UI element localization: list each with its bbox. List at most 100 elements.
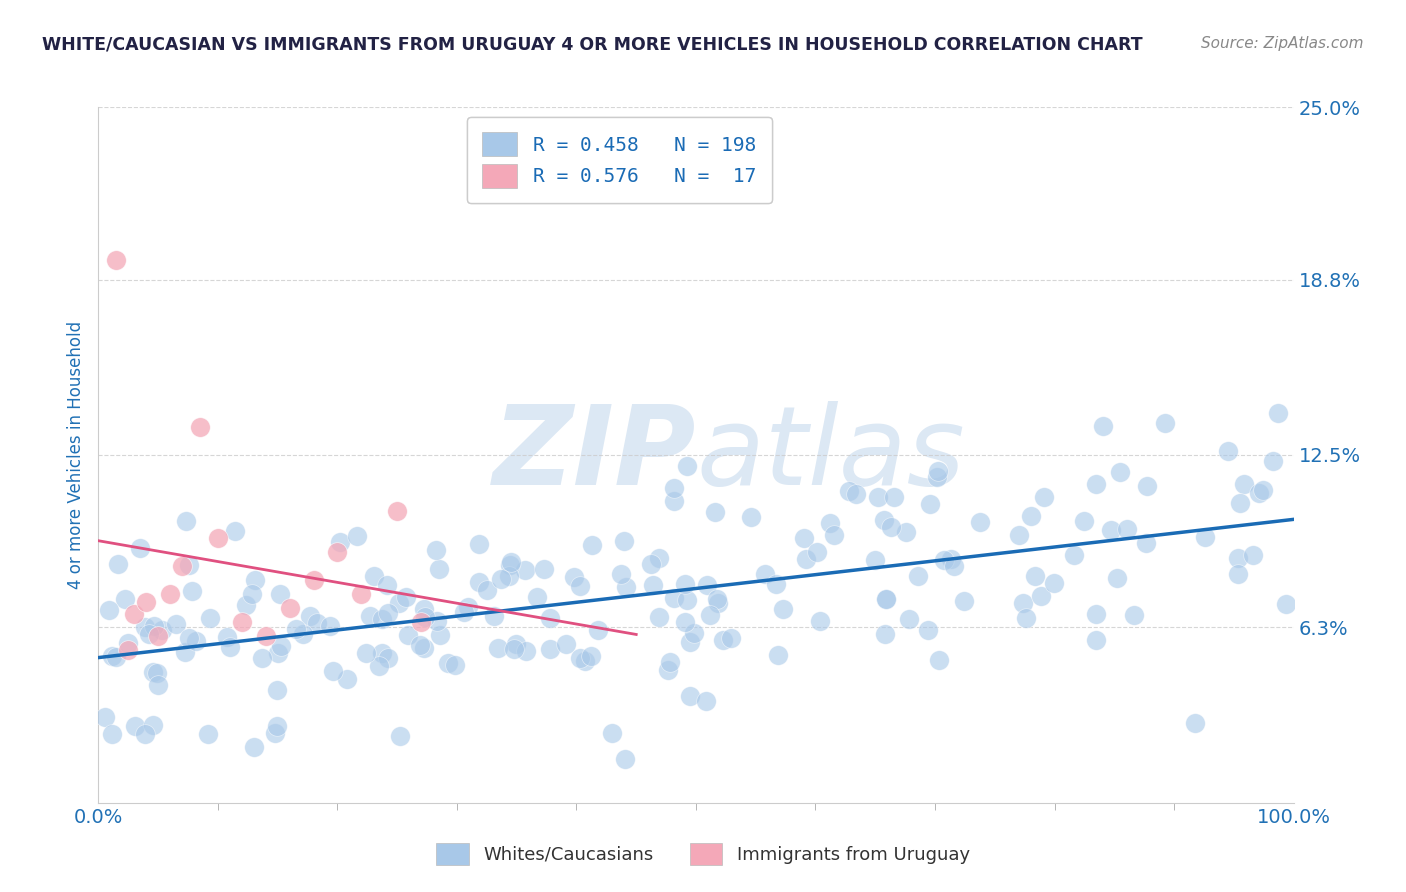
Point (124, 607, 146, 621)
Legend: R = 0.458   N = 198, R = 0.576   N =  17: R = 0.458 N = 198, R = 0.576 N = 17 (467, 117, 772, 203)
Point (425, 542, 447, 557)
Point (675, 592, 697, 607)
Point (107, 557, 129, 571)
Point (927, 469, 949, 483)
Point (513, 563, 536, 577)
Point (267, 646, 290, 660)
Point (322, 664, 344, 678)
Point (174, 645, 197, 659)
Point (319, 619, 342, 633)
Point (614, 580, 637, 594)
Point (409, 638, 432, 652)
Point (101, 648, 124, 663)
Point (707, 596, 730, 610)
Point (647, 610, 669, 624)
Point (117, 642, 139, 657)
Point (533, 562, 555, 576)
Point (326, 545, 349, 559)
Point (243, 739, 266, 754)
Point (1015, 611, 1038, 625)
Point (941, 552, 963, 566)
Point (793, 531, 815, 545)
Point (640, 557, 662, 571)
Point (93, 709, 115, 723)
Point (1012, 596, 1035, 610)
Point (148, 629, 170, 643)
Point (823, 528, 845, 542)
Point (515, 644, 537, 658)
Point (794, 551, 817, 566)
Point (240, 587, 263, 601)
Point (200, 611, 222, 625)
Point (174, 514, 197, 528)
Point (1233, 476, 1256, 491)
Point (270, 639, 292, 653)
Point (569, 579, 592, 593)
Point (613, 533, 636, 548)
Point (104, 649, 127, 664)
Point (1116, 523, 1139, 537)
Point (754, 567, 776, 582)
Point (250, 650, 273, 665)
Point (600, 726, 623, 740)
Point (683, 626, 706, 640)
Point (740, 509, 762, 524)
Point (673, 615, 696, 629)
Point (453, 606, 475, 620)
Legend: Whites/Caucasians, Immigrants from Uruguay: Whites/Caucasians, Immigrants from Urugu… (427, 834, 979, 874)
Point (641, 578, 664, 592)
Point (1263, 454, 1285, 468)
Text: WHITE/CAUCASIAN VS IMMIGRANTS FROM URUGUAY 4 OR MORE VEHICLES IN HOUSEHOLD CORRE: WHITE/CAUCASIAN VS IMMIGRANTS FROM URUGU… (42, 36, 1143, 54)
Point (475, 582, 498, 597)
Point (695, 694, 717, 708)
Point (1251, 483, 1274, 497)
Point (1099, 523, 1122, 537)
Point (581, 538, 603, 552)
Point (427, 562, 450, 576)
Point (142, 619, 165, 633)
Point (411, 615, 433, 629)
Point (1024, 569, 1046, 583)
Point (562, 570, 585, 584)
Point (264, 726, 287, 740)
Point (766, 648, 789, 663)
Point (679, 635, 702, 649)
Point (894, 525, 917, 540)
Point (673, 577, 696, 591)
Point (880, 519, 903, 533)
Point (114, 592, 136, 607)
Point (285, 622, 308, 636)
Point (457, 599, 479, 614)
Point (863, 553, 886, 567)
Point (413, 641, 436, 656)
Point (377, 651, 399, 665)
Point (1227, 550, 1250, 565)
Point (101, 726, 124, 740)
Point (1032, 491, 1054, 505)
Point (254, 629, 277, 643)
Point (188, 420, 211, 434)
Point (444, 657, 467, 672)
Point (662, 591, 685, 605)
Point (413, 610, 436, 624)
Point (540, 641, 562, 656)
Point (117, 636, 139, 650)
Point (845, 487, 868, 501)
Point (1063, 549, 1085, 563)
Point (412, 602, 434, 616)
Point (269, 587, 291, 601)
Point (179, 558, 201, 572)
Point (385, 503, 409, 517)
Point (336, 673, 359, 687)
Point (429, 628, 451, 642)
Point (676, 459, 699, 474)
Text: ZIP: ZIP (492, 401, 696, 508)
Y-axis label: 4 or more Vehicles in Household: 4 or more Vehicles in Household (66, 321, 84, 589)
Point (704, 505, 727, 519)
Point (614, 752, 637, 766)
Point (426, 614, 449, 628)
Point (772, 602, 794, 616)
Point (142, 665, 165, 680)
Point (952, 594, 974, 608)
Point (502, 641, 524, 656)
